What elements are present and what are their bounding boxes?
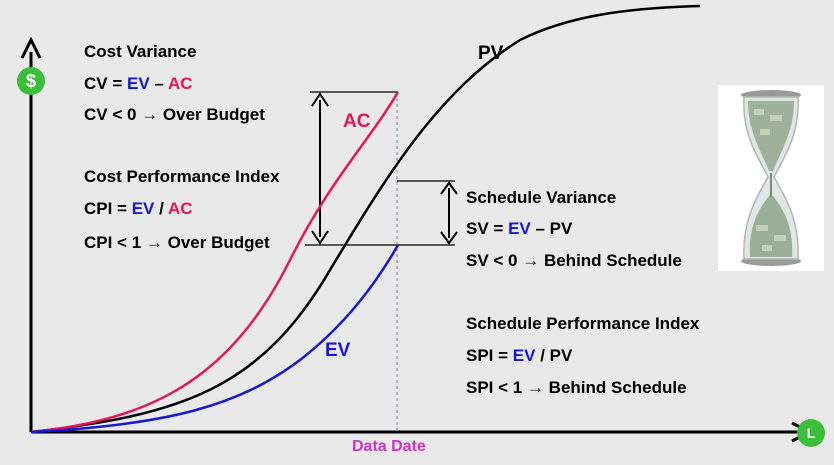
hourglass-money-image [718,85,824,271]
clock-icon: L [797,419,825,447]
cpi-formula-ev: EV [131,199,155,218]
cv-formula-lhs: CV = [84,74,127,93]
cpi-formula: CPI = EV / AC [84,199,193,219]
spi-rule: SPI < 1 → Behind Schedule [466,378,687,397]
sv-title: Schedule Variance [466,188,617,207]
cpi-formula-op: / [154,199,168,218]
spi-formula-ev: EV [512,346,536,365]
data-date-label: Data Date [352,438,426,455]
cv-arrow-top [311,92,329,107]
pv-label: PV [478,43,504,64]
spi-title: Schedule Performance Index [466,314,700,333]
sv-formula-ev: EV [508,219,531,238]
sv-formula-lhs: SV = [466,219,509,238]
cpi-title: Cost Performance Index [84,167,280,186]
sv-formula-op: – [530,219,550,238]
pv-curve [30,4,701,434]
cpi-formula-ac: AC [167,199,193,218]
ev-curve [30,244,400,434]
sv-formula-pv: PV [549,219,573,238]
cv-formula-ac: AC [167,74,193,93]
cv-formula-op: – [149,74,168,93]
spi-formula-op: / [535,346,550,365]
spi-formula-pv: PV [549,346,573,365]
cpi-formula-lhs: CPI = [84,199,132,218]
ev-label: EV [325,340,351,361]
cv-arrow-bottom [311,230,329,245]
ac-label: AC [343,111,371,132]
cv-formula: CV = EV – AC [84,74,193,94]
spi-formula-lhs: SPI = [466,346,513,365]
dollar-icon: $ [17,67,45,95]
sv-arrow-bottom [440,231,458,245]
y-axis-arrowhead [20,36,42,59]
cpi-rule: CPI < 1 → Over Budget [84,233,270,252]
sv-formula: SV = EV – PV [466,219,572,239]
cv-formula-ev: EV [127,74,150,93]
cv-rule: CV < 0 → Over Budget [84,105,265,124]
spi-formula: SPI = EV / PV [466,346,572,366]
sv-rule: SV < 0 → Behind Schedule [466,251,682,270]
ac-curve [30,91,400,434]
cv-title: Cost Variance [84,42,197,61]
sv-arrow-top [440,181,458,195]
